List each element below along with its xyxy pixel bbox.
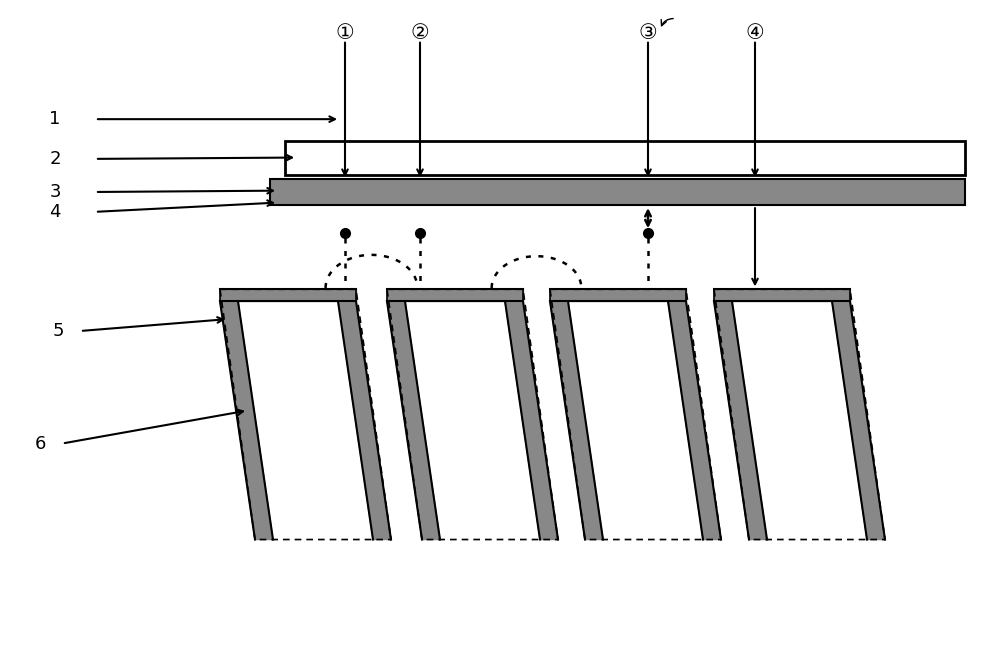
Bar [285,141,965,175]
Polygon shape [238,301,373,540]
Polygon shape [568,301,703,540]
Polygon shape [832,301,885,540]
Text: 2: 2 [49,150,61,168]
Text: ①: ① [336,23,354,43]
Polygon shape [220,289,356,301]
Text: ③: ③ [639,23,657,43]
Polygon shape [714,289,850,301]
Text: ②: ② [411,23,429,43]
Text: 1: 1 [49,110,61,128]
Polygon shape [387,289,523,301]
Text: 4: 4 [49,203,61,221]
Text: 6: 6 [34,434,46,453]
Polygon shape [714,301,767,540]
Polygon shape [550,289,686,301]
Text: 3: 3 [49,183,61,201]
Text: 5: 5 [52,322,64,340]
Polygon shape [405,301,540,540]
Polygon shape [338,301,391,540]
Polygon shape [732,301,867,540]
Polygon shape [505,301,558,540]
Polygon shape [550,301,603,540]
Bar [270,179,965,205]
Polygon shape [387,301,440,540]
Polygon shape [668,301,721,540]
Text: ④: ④ [746,23,764,43]
Polygon shape [220,301,273,540]
